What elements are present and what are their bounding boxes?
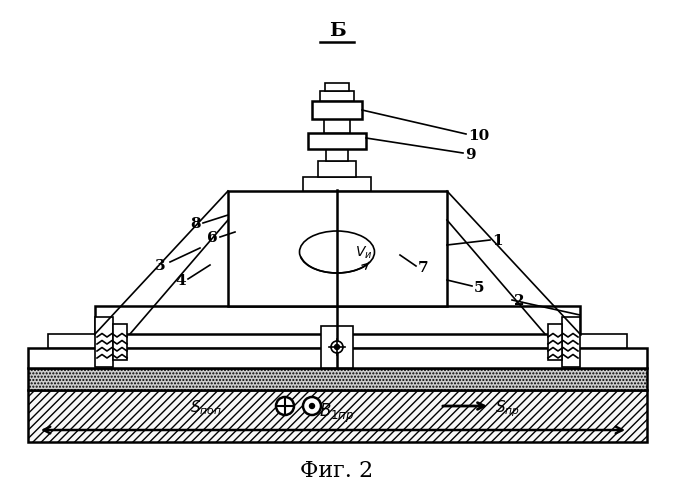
Bar xyxy=(28,368,647,390)
Bar xyxy=(326,149,348,161)
Ellipse shape xyxy=(300,231,375,273)
Bar xyxy=(548,324,562,360)
Bar xyxy=(28,348,647,368)
Text: 8: 8 xyxy=(190,217,200,231)
Bar xyxy=(95,306,580,334)
Bar xyxy=(320,91,354,101)
Text: $S_{поп}$: $S_{поп}$ xyxy=(190,398,222,416)
Bar xyxy=(228,191,447,306)
Text: 6: 6 xyxy=(207,231,217,245)
Circle shape xyxy=(303,397,321,415)
Text: 4: 4 xyxy=(175,274,186,288)
Text: $B_{1пр}$: $B_{1пр}$ xyxy=(319,402,354,425)
Text: 2: 2 xyxy=(514,294,524,308)
Bar xyxy=(48,334,627,348)
Text: $S_{пр}$: $S_{пр}$ xyxy=(495,398,520,418)
Text: 10: 10 xyxy=(468,129,489,143)
Text: 1: 1 xyxy=(492,234,503,248)
Bar xyxy=(113,324,127,360)
Bar xyxy=(325,83,349,91)
Bar xyxy=(303,177,371,191)
Bar xyxy=(308,133,366,149)
Text: $V_и$: $V_и$ xyxy=(355,245,373,262)
Text: 7: 7 xyxy=(418,261,429,275)
Text: Фиг. 2: Фиг. 2 xyxy=(300,460,373,482)
Bar xyxy=(324,119,350,133)
Text: Б: Б xyxy=(329,22,346,40)
Text: 3: 3 xyxy=(155,259,165,273)
Circle shape xyxy=(331,341,343,353)
Bar xyxy=(28,390,647,442)
Circle shape xyxy=(276,397,294,415)
Text: 9: 9 xyxy=(465,148,476,162)
Bar xyxy=(318,161,356,177)
Bar xyxy=(95,317,113,367)
Bar xyxy=(562,317,580,367)
Bar xyxy=(312,101,362,119)
Circle shape xyxy=(335,344,340,350)
Text: 5: 5 xyxy=(474,281,485,295)
Circle shape xyxy=(310,404,315,408)
Bar xyxy=(321,326,353,368)
